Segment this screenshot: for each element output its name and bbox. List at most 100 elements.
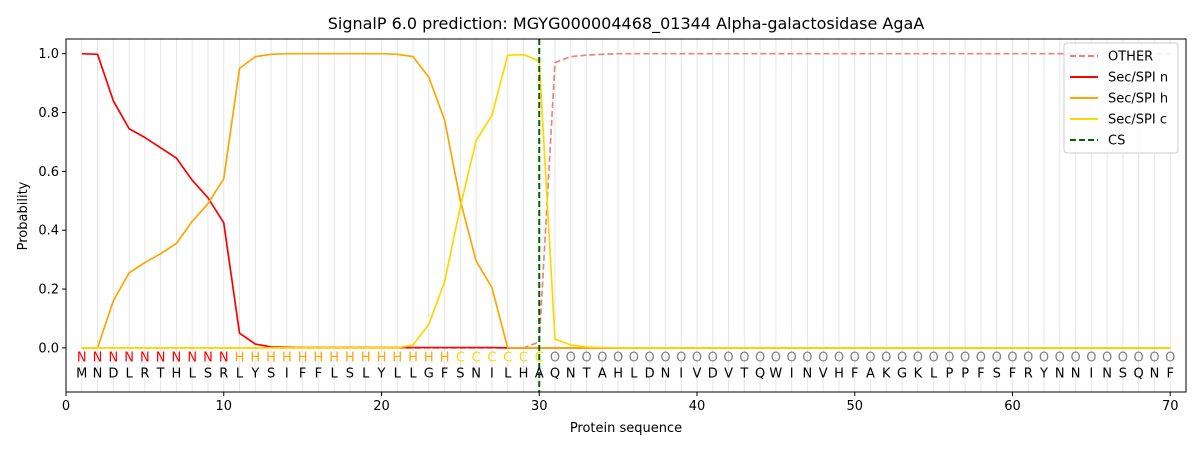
residue-label: M	[76, 366, 87, 381]
region-label: O	[818, 351, 828, 366]
residue-label: D	[108, 366, 118, 381]
y-axis-label: Probability	[16, 181, 31, 250]
region-label: O	[613, 351, 623, 366]
region-label: O	[960, 351, 970, 366]
region-label: N	[203, 351, 213, 366]
region-label: H	[298, 351, 308, 366]
axes-frame	[65, 38, 1187, 393]
y-tick-label: 0.0	[38, 341, 59, 356]
residue-label: A	[598, 366, 607, 381]
region-label: H	[282, 351, 292, 366]
residue-label: Y	[377, 366, 386, 381]
residue-label: G	[897, 366, 907, 381]
region-label: H	[314, 351, 324, 366]
y-tick-label: 0.6	[38, 165, 59, 180]
residue-label: I	[490, 366, 494, 381]
region-label: H	[424, 351, 434, 366]
region-label: H	[408, 351, 418, 366]
region-label: O	[1055, 351, 1065, 366]
region-label: O	[723, 351, 733, 366]
region-label: N	[108, 351, 118, 366]
residue-label: H	[613, 366, 623, 381]
sequence-labels: NMNNNDNLNRNTNHNLNSNRHLHYHSHIHFHFHLHSHLHY…	[76, 351, 1175, 382]
region-label: O	[976, 351, 986, 366]
region-label: O	[566, 351, 576, 366]
residue-label: H	[834, 366, 844, 381]
region-label: O	[645, 351, 655, 366]
region-label: N	[93, 351, 103, 366]
region-label: O	[865, 351, 875, 366]
residue-label: L	[125, 366, 133, 381]
residue-label: R	[1024, 366, 1033, 381]
series-other-line	[81, 52, 1171, 349]
residue-label: Q	[755, 366, 765, 381]
residue-label: T	[156, 366, 165, 381]
residue-label: L	[630, 366, 638, 381]
residue-label: I	[1089, 366, 1093, 381]
residue-label: I	[285, 366, 289, 381]
region-label: O	[1070, 351, 1080, 366]
region-label: H	[361, 351, 371, 366]
x-tick-label: 30	[531, 399, 548, 414]
residue-label: F	[441, 366, 448, 381]
residue-label: Q	[1134, 366, 1144, 381]
series-sec-spi-c-line	[81, 53, 1171, 349]
region-label: N	[187, 351, 197, 366]
region-label: O	[676, 351, 686, 366]
residue-label: A	[535, 366, 544, 381]
region-label: O	[992, 351, 1002, 366]
residue-label: F	[299, 366, 306, 381]
residue-label: N	[1071, 366, 1081, 381]
region-label: O	[850, 351, 860, 366]
residue-label: L	[409, 366, 417, 381]
residue-label: I	[790, 366, 794, 381]
legend-label: OTHER	[1108, 50, 1153, 65]
region-label: O	[708, 351, 718, 366]
residue-label: R	[140, 366, 149, 381]
residue-label: F	[851, 366, 858, 381]
region-label: O	[1165, 351, 1175, 366]
chart-title: SignalP 6.0 prediction: MGYG000004468_01…	[328, 14, 925, 34]
region-label: H	[440, 351, 450, 366]
residue-label: G	[424, 366, 434, 381]
region-label: H	[345, 351, 355, 366]
region-label: O	[1086, 351, 1096, 366]
region-label: N	[140, 351, 150, 366]
region-label: H	[250, 351, 260, 366]
residue-label: T	[582, 366, 591, 381]
residue-label: N	[661, 366, 671, 381]
x-tick-label: 20	[373, 399, 390, 414]
region-label: O	[1039, 351, 1049, 366]
residue-label: N	[1150, 366, 1160, 381]
residue-label: R	[219, 366, 228, 381]
region-label: N	[172, 351, 182, 366]
region-label: O	[771, 351, 781, 366]
x-tick-label: 0	[62, 399, 70, 414]
region-label: O	[660, 351, 670, 366]
region-label: O	[881, 351, 891, 366]
region-label: C	[456, 351, 465, 366]
region-label: O	[1023, 351, 1033, 366]
residue-label: L	[394, 366, 402, 381]
region-label: O	[597, 351, 607, 366]
residue-label: L	[504, 366, 512, 381]
region-label: O	[629, 351, 639, 366]
residue-label: N	[566, 366, 576, 381]
region-label: N	[219, 351, 229, 366]
residue-label: N	[93, 366, 103, 381]
region-label: H	[377, 351, 387, 366]
region-label: O	[1149, 351, 1159, 366]
x-axis-ticks: 0 10 20 30 40 50 60 70	[62, 392, 1178, 414]
x-tick-label: 40	[689, 399, 706, 414]
series-sec-spi-n-line	[81, 52, 1171, 349]
region-label: O	[1102, 351, 1112, 366]
residue-label: Q	[550, 366, 560, 381]
residue-label: P	[945, 366, 953, 381]
region-label: O	[913, 351, 923, 366]
region-label: O	[692, 351, 702, 366]
residue-label: S	[204, 366, 212, 381]
residue-label: D	[645, 366, 655, 381]
residue-label: L	[362, 366, 370, 381]
residue-label: N	[803, 366, 813, 381]
